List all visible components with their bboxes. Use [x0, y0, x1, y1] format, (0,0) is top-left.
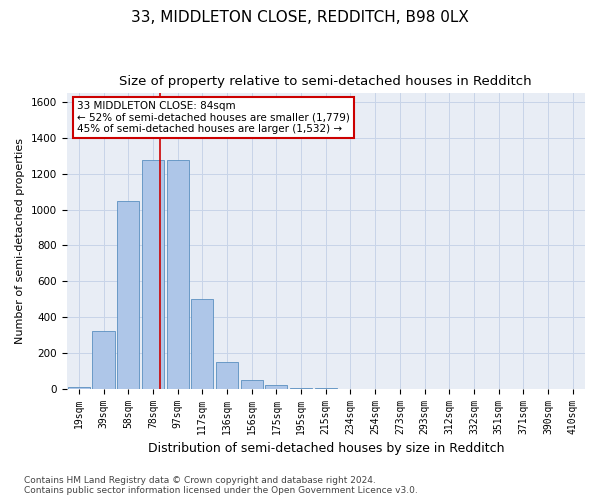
Bar: [191, 299, 214, 388]
X-axis label: Distribution of semi-detached houses by size in Redditch: Distribution of semi-detached houses by …: [148, 442, 504, 455]
Bar: [92, 332, 115, 388]
Text: 33 MIDDLETON CLOSE: 84sqm
← 52% of semi-detached houses are smaller (1,779)
45% : 33 MIDDLETON CLOSE: 84sqm ← 52% of semi-…: [77, 100, 350, 134]
Bar: [68, 387, 90, 388]
Bar: [167, 160, 189, 388]
Bar: [117, 200, 139, 388]
Bar: [142, 160, 164, 388]
Bar: [265, 385, 287, 388]
Bar: [241, 380, 263, 388]
Text: Contains HM Land Registry data © Crown copyright and database right 2024.
Contai: Contains HM Land Registry data © Crown c…: [24, 476, 418, 495]
Text: 33, MIDDLETON CLOSE, REDDITCH, B98 0LX: 33, MIDDLETON CLOSE, REDDITCH, B98 0LX: [131, 10, 469, 25]
Y-axis label: Number of semi-detached properties: Number of semi-detached properties: [15, 138, 25, 344]
Title: Size of property relative to semi-detached houses in Redditch: Size of property relative to semi-detach…: [119, 75, 532, 88]
Bar: [216, 362, 238, 388]
